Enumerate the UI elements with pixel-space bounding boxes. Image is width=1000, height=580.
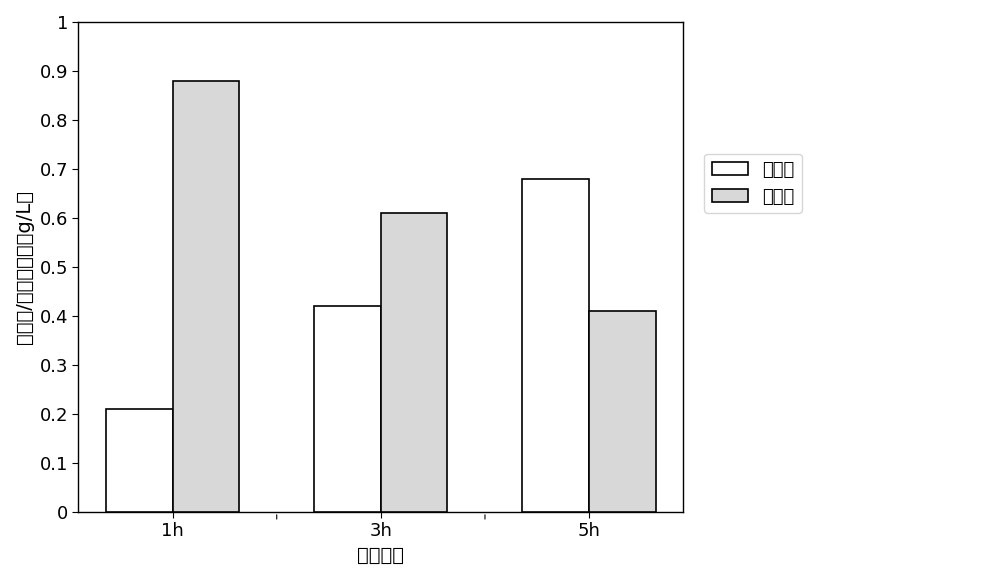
Bar: [106, 409, 173, 512]
Bar: [314, 306, 381, 512]
Y-axis label: 香橙素/柚皮素含量（g/L）: 香橙素/柚皮素含量（g/L）: [15, 190, 34, 344]
Bar: [381, 213, 447, 512]
X-axis label: 诱导时间: 诱导时间: [357, 546, 404, 565]
Bar: [589, 311, 656, 512]
Legend: 香橙素, 柚皮素: 香橙素, 柚皮素: [704, 154, 802, 213]
Bar: [522, 179, 589, 512]
Bar: [173, 81, 239, 512]
